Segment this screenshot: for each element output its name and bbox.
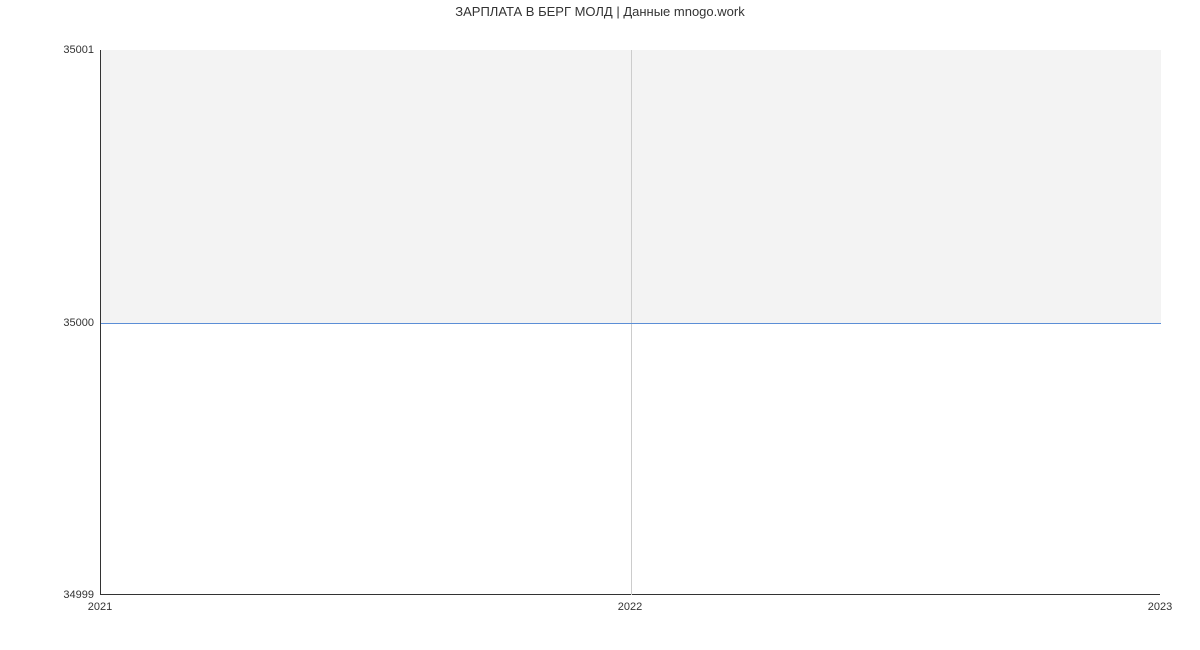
salary-chart: ЗАРПЛАТА В БЕРГ МОЛД | Данные mnogo.work… xyxy=(0,0,1200,650)
x-tick-label: 2021 xyxy=(88,601,112,613)
plot-area xyxy=(100,50,1160,595)
y-tick-label: 35001 xyxy=(34,44,94,56)
series-line xyxy=(101,323,1161,324)
y-tick-label: 35000 xyxy=(34,317,94,329)
x-tick-label: 2022 xyxy=(618,601,642,613)
y-tick-label: 34999 xyxy=(34,589,94,601)
chart-title: ЗАРПЛАТА В БЕРГ МОЛД | Данные mnogo.work xyxy=(0,4,1200,19)
x-tick-label: 2023 xyxy=(1148,601,1172,613)
